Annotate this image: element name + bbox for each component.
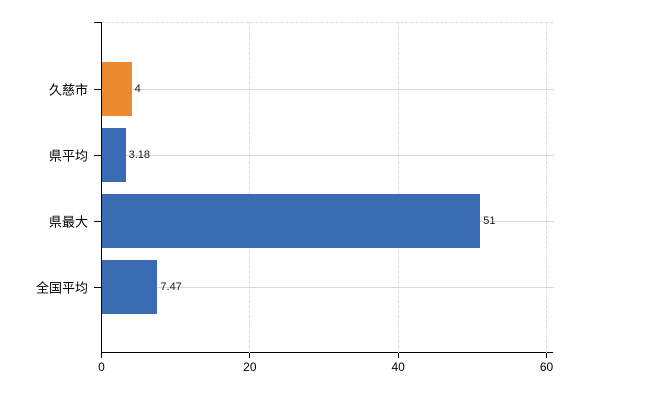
x-tick-label: 20 [243, 359, 257, 374]
bar-value-label: 51 [483, 215, 496, 227]
x-gridline [249, 22, 251, 353]
x-axis-tick [397, 352, 399, 358]
x-tick-label: 60 [539, 359, 554, 374]
x-gridline [397, 22, 399, 353]
y-axis-top-tick [94, 22, 101, 23]
category-label: 久慈市 [48, 82, 88, 98]
category-label: 県最大 [48, 214, 88, 230]
x-axis-tick [249, 352, 251, 358]
category-gridline [102, 154, 554, 156]
x-axis-tick [546, 352, 547, 358]
category-label: 全国平均 [35, 280, 88, 296]
category-label: 県平均 [48, 148, 88, 164]
bar [102, 260, 158, 314]
y-axis-tick [94, 154, 101, 156]
category-gridline [102, 286, 554, 288]
bar [102, 194, 481, 248]
y-axis-tick [94, 220, 101, 222]
bar [102, 128, 126, 182]
x-tick-label: 40 [391, 359, 405, 374]
x-axis-line [101, 352, 553, 353]
y-axis-tick [94, 286, 101, 288]
y-axis-line [101, 22, 102, 353]
bar [102, 62, 132, 116]
bar-value-label: 7.47 [160, 281, 182, 293]
x-axis-tick [101, 352, 102, 358]
category-gridline [102, 88, 554, 90]
x-gridline [546, 22, 547, 353]
plot-top-border [101, 22, 553, 23]
bar-value-label: 3.18 [128, 149, 150, 161]
bar-value-label: 4 [134, 83, 141, 95]
y-axis-tick [94, 88, 101, 90]
x-tick-label: 0 [98, 359, 105, 374]
